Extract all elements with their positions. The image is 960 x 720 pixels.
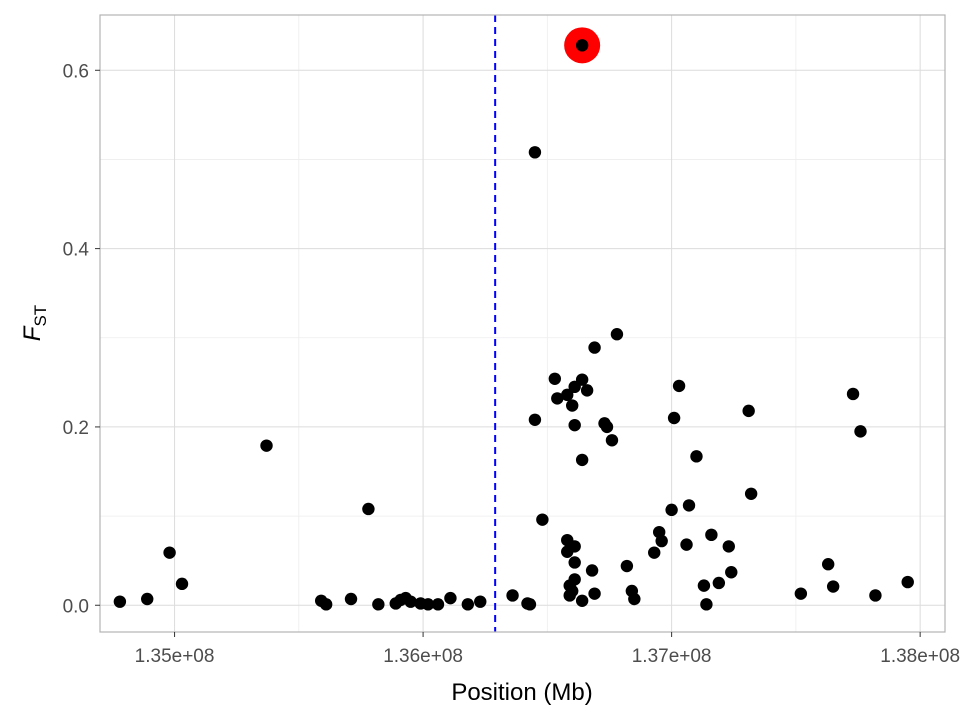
data-points — [113, 146, 914, 611]
data-point — [163, 546, 176, 559]
data-point — [620, 559, 634, 573]
highlight-layer — [564, 27, 601, 64]
y-tick-label: 0.2 — [63, 418, 89, 439]
data-point — [869, 589, 882, 602]
x-tick-label: 1.36e+08 — [383, 646, 463, 667]
data-point — [548, 372, 562, 385]
data-point — [444, 591, 457, 605]
data-point — [854, 425, 867, 438]
y-tick-label: 0.4 — [63, 240, 90, 261]
x-tick-labels: 1.35e+08 1.36e+08 1.37e+08 1.38e+08 — [135, 632, 960, 667]
data-point — [697, 579, 711, 592]
data-point — [372, 598, 385, 611]
data-point — [141, 592, 154, 606]
data-point — [461, 598, 475, 611]
data-point — [566, 399, 579, 412]
y-axis-title-main: F — [19, 325, 46, 341]
data-point — [588, 341, 601, 354]
y-tick-label: 0.0 — [63, 596, 89, 617]
data-point — [528, 146, 542, 159]
x-tick-label: 1.37e+08 — [632, 646, 712, 667]
data-point — [585, 564, 599, 577]
data-point — [568, 556, 581, 569]
data-point — [682, 499, 696, 512]
data-point — [705, 528, 718, 542]
data-point — [113, 595, 127, 608]
data-point — [826, 580, 840, 593]
x-tick-label: 1.38e+08 — [880, 646, 960, 667]
data-point — [667, 411, 681, 425]
data-point — [575, 373, 589, 386]
y-axis-title-subscript: ST — [31, 305, 50, 327]
data-point — [506, 589, 519, 602]
data-point — [605, 434, 619, 447]
data-point — [362, 502, 375, 516]
data-point — [665, 503, 678, 517]
data-point — [821, 558, 835, 571]
data-point — [600, 420, 614, 434]
y-axis-title: FST — [19, 305, 50, 341]
x-tick-label: 1.35e+08 — [135, 646, 215, 667]
data-point — [260, 439, 273, 452]
data-point — [575, 594, 589, 607]
grid-lines — [100, 15, 945, 632]
data-point — [742, 404, 755, 418]
panel-border — [99, 14, 946, 633]
data-point — [628, 592, 641, 606]
highlighted-data-point — [575, 39, 589, 52]
x-axis-title: Position (Mb) — [451, 679, 592, 706]
data-point — [610, 327, 624, 341]
data-point — [722, 540, 735, 553]
data-point — [431, 598, 445, 611]
data-point — [568, 540, 581, 553]
data-point — [580, 384, 594, 397]
data-point — [404, 595, 417, 608]
data-point — [655, 534, 668, 548]
data-point — [588, 587, 601, 600]
data-point — [712, 576, 726, 590]
data-point — [680, 538, 693, 551]
data-point — [648, 546, 661, 559]
data-point — [744, 487, 758, 500]
data-point — [175, 577, 189, 591]
data-point — [421, 598, 435, 611]
data-point — [901, 575, 914, 589]
data-point — [528, 413, 542, 426]
data-point — [551, 392, 564, 405]
data-point — [672, 379, 686, 393]
data-point — [563, 589, 576, 602]
y-tick-labels: 0.0 0.2 0.4 0.6 — [63, 61, 100, 617]
data-point — [846, 387, 860, 401]
data-point — [344, 592, 358, 606]
y-tick-label: 0.6 — [63, 61, 89, 82]
data-point — [794, 587, 808, 600]
data-point — [319, 598, 333, 611]
data-point — [725, 566, 738, 579]
data-point — [568, 573, 581, 586]
data-point — [575, 453, 589, 467]
data-point — [561, 388, 574, 402]
data-point — [690, 450, 703, 463]
data-point — [523, 598, 537, 611]
data-point — [700, 598, 713, 611]
data-point — [568, 418, 581, 432]
data-point — [474, 595, 487, 608]
data-point — [536, 513, 549, 526]
